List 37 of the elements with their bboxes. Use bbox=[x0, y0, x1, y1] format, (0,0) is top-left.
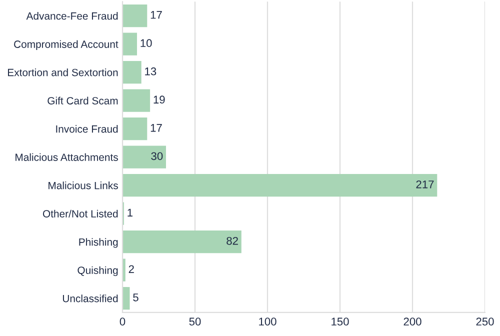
y-tick-label: Unclassified bbox=[62, 294, 118, 302]
data-label: 1 bbox=[128, 208, 132, 216]
y-tick-label: Advance-Fee Fraud bbox=[26, 12, 118, 20]
bar bbox=[122, 287, 130, 310]
bar bbox=[122, 89, 150, 112]
y-tick-label: Quishing bbox=[78, 266, 118, 276]
x-tick-label: 200 bbox=[404, 318, 422, 326]
x-tick-label: 0 bbox=[120, 318, 126, 326]
data-label: 17 bbox=[150, 11, 162, 19]
y-tick-label: Malicious Links bbox=[48, 182, 118, 190]
data-label: 19 bbox=[154, 96, 165, 104]
x-tick-label: 150 bbox=[332, 318, 349, 326]
x-tick-label: 100 bbox=[259, 318, 276, 326]
data-label: 5 bbox=[133, 294, 138, 302]
data-label: 13 bbox=[145, 67, 156, 76]
bar bbox=[122, 174, 438, 197]
y-tick-label: Phishing bbox=[79, 238, 118, 248]
bar bbox=[122, 4, 148, 28]
bar bbox=[122, 146, 166, 168]
y-tick-label: Invoice Fraud bbox=[56, 125, 118, 133]
bar bbox=[122, 230, 242, 254]
data-label: 217 bbox=[416, 180, 434, 188]
x-tick-label: 250 bbox=[476, 318, 494, 326]
y-tick-label: Extortion and Sextortion bbox=[8, 68, 118, 76]
data-label: 10 bbox=[140, 39, 152, 48]
y-tick-label: Gift Card Scam bbox=[48, 96, 118, 104]
y-tick-label: Malicious Attachments bbox=[16, 153, 118, 161]
x-tick-label: 50 bbox=[189, 318, 201, 326]
data-label: 17 bbox=[150, 124, 162, 132]
bar bbox=[122, 32, 137, 56]
bar bbox=[122, 61, 142, 84]
bar bbox=[122, 118, 148, 140]
y-tick-label: Other/Not Listed bbox=[42, 210, 118, 218]
y-tick-label: Compromised Account bbox=[14, 40, 118, 50]
data-label: 2 bbox=[128, 265, 134, 273]
data-label: 30 bbox=[151, 152, 163, 160]
data-label: 82 bbox=[226, 236, 238, 245]
